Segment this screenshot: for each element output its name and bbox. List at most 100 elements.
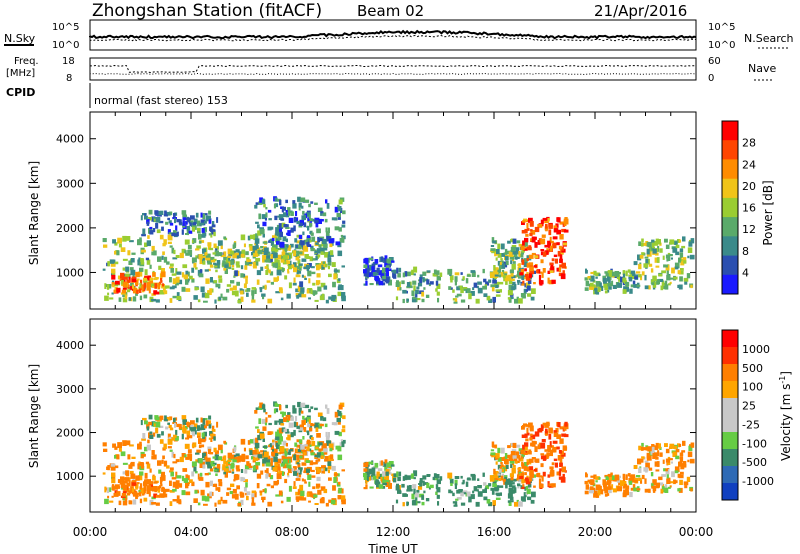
power-echo-cell — [365, 257, 369, 262]
power-echo-cell — [513, 283, 517, 290]
velocity-echo-cell — [185, 491, 191, 496]
velocity-echo-cell — [115, 465, 119, 469]
velocity-echo-cell — [486, 499, 491, 504]
velocity-echo-cell — [327, 432, 330, 438]
velocity-echo-cell — [299, 494, 304, 499]
power-echo-cell — [128, 297, 132, 301]
power-echo-cell — [544, 250, 549, 255]
x-tick-label: 00:00 — [73, 525, 108, 539]
velocity-echo-cell — [199, 444, 205, 448]
velocity-echo-cell — [512, 465, 516, 468]
velocity-echo-cell — [386, 475, 389, 480]
velocity-echo-cell — [181, 475, 185, 482]
velocity-echo-cell — [462, 490, 468, 493]
power-echo-cell — [209, 247, 214, 251]
velocity-echo-cell — [274, 408, 279, 413]
velocity-echo-cell — [149, 434, 154, 439]
velocity-echo-cell — [276, 445, 280, 450]
power-echo-cell — [304, 277, 307, 280]
power-colorbar-swatch — [722, 236, 738, 256]
power-echo-cell — [651, 239, 655, 243]
velocity-echo-cell — [551, 462, 555, 466]
power-echo-cell — [386, 258, 392, 264]
power-echo-cell — [146, 219, 150, 224]
power-echo-cell — [542, 217, 548, 221]
power-echo-cell — [132, 296, 137, 302]
power-echo-cell — [269, 238, 272, 243]
power-echo-cell — [140, 252, 144, 255]
velocity-echo-cell — [665, 469, 670, 475]
power-echo-cell — [470, 270, 476, 273]
power-echo-cell — [287, 269, 290, 272]
velocity-echo-cell — [549, 474, 554, 477]
velocity-colorbar-swatch — [722, 347, 738, 365]
power-echo-cell — [488, 298, 493, 303]
velocity-echo-cell — [466, 491, 471, 497]
power-echo-cell — [674, 262, 680, 269]
power-echo-cell — [369, 264, 372, 271]
power-echo-cell — [660, 285, 664, 290]
velocity-echo-cell — [449, 478, 454, 484]
power-echo-cell — [337, 215, 341, 220]
power-echo-cell — [453, 301, 458, 304]
velocity-colorbar-swatch — [722, 483, 738, 501]
power-echo-cell — [141, 249, 146, 253]
power-echo-cell — [160, 280, 163, 283]
power-echo-cell — [231, 290, 236, 296]
power-echo-cell — [244, 265, 248, 270]
velocity-echo-cell — [315, 483, 321, 488]
frequency-tick-high: 18 — [62, 56, 75, 67]
power-echo-cell — [226, 288, 230, 293]
velocity-echo-cell — [234, 493, 239, 500]
power-echo-cell — [497, 260, 502, 266]
velocity-echo-cell — [368, 461, 373, 465]
velocity-echo-cell — [122, 491, 127, 494]
power-echo-cell — [172, 217, 177, 220]
velocity-echo-cell — [223, 471, 226, 475]
power-echo-cell — [286, 260, 291, 265]
power-echo-cell — [448, 286, 452, 290]
velocity-echo-cell — [274, 402, 278, 407]
power-colorbar-swatch — [722, 217, 738, 237]
power-echo-cell — [309, 240, 312, 243]
power-echo-cell — [335, 241, 340, 246]
power-echo-cell — [326, 203, 330, 209]
power-echo-cell — [497, 243, 501, 249]
velocity-echo-cell — [528, 449, 532, 454]
velocity-echo-cell — [499, 465, 502, 469]
power-echo-cell — [253, 234, 257, 241]
velocity-echo-cell — [605, 476, 610, 481]
power-echo-cell — [295, 265, 300, 269]
power-echo-cell — [374, 269, 379, 272]
power-echo-cell — [395, 282, 400, 287]
power-echo-cell — [301, 258, 307, 262]
velocity-echo-cell — [293, 454, 296, 461]
power-echo-cell — [525, 233, 529, 237]
power-echo-cell — [131, 278, 137, 283]
power-echo-cell — [652, 248, 657, 254]
power-echo-cell — [560, 273, 566, 280]
power-echo-cell — [218, 296, 222, 301]
power-echo-cell — [630, 284, 634, 288]
velocity-echo-cell — [248, 448, 253, 452]
power-echo-cell — [293, 225, 296, 232]
velocity-echo-cell — [524, 462, 528, 468]
velocity-echo-cell — [541, 439, 546, 443]
power-echo-cell — [541, 234, 546, 238]
velocity-echo-cell — [406, 489, 410, 492]
power-echo-cell — [249, 245, 254, 251]
velocity-echo-cell — [630, 487, 634, 491]
power-echo-cell — [140, 259, 145, 265]
power-echo-cell — [243, 283, 247, 289]
velocity-echo-cell — [195, 452, 200, 455]
power-echo-cell — [236, 255, 239, 259]
power-colorbar-swatch — [722, 197, 738, 218]
power-echo-cell — [510, 260, 513, 265]
velocity-echo-cell — [386, 462, 392, 467]
velocity-echo-cell — [169, 416, 173, 421]
velocity-echo-cell — [498, 468, 503, 473]
velocity-echo-cell — [523, 423, 527, 426]
power-echo-cell — [202, 257, 205, 263]
power-echo-cell — [549, 245, 553, 252]
velocity-echo-cell — [276, 466, 281, 471]
